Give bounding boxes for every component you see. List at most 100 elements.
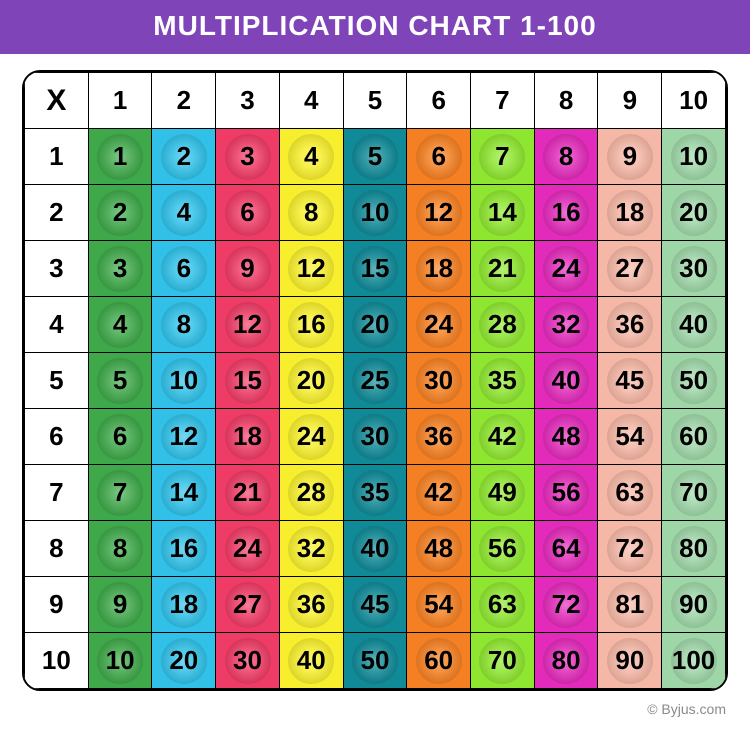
cell-1-5: 5 bbox=[343, 129, 407, 185]
table-row: 99182736455463728190 bbox=[25, 577, 726, 633]
row-header-4: 4 bbox=[25, 297, 89, 353]
cell-8-2: 16 bbox=[152, 521, 216, 577]
cell-9-3: 27 bbox=[216, 577, 280, 633]
cell-7-8: 56 bbox=[534, 465, 598, 521]
cell-2-9: 18 bbox=[598, 185, 662, 241]
cell-6-8: 48 bbox=[534, 409, 598, 465]
title-banner: MULTIPLICATION CHART 1-100 bbox=[0, 0, 750, 54]
cell-1-9: 9 bbox=[598, 129, 662, 185]
cell-10-8: 80 bbox=[534, 633, 598, 689]
cell-1-3: 3 bbox=[216, 129, 280, 185]
cell-8-8: 64 bbox=[534, 521, 598, 577]
cell-3-8: 24 bbox=[534, 241, 598, 297]
cell-3-9: 27 bbox=[598, 241, 662, 297]
cell-9-1: 9 bbox=[88, 577, 152, 633]
cell-7-6: 42 bbox=[407, 465, 471, 521]
row-header-6: 6 bbox=[25, 409, 89, 465]
header-row: X12345678910 bbox=[25, 73, 726, 129]
cell-2-3: 6 bbox=[216, 185, 280, 241]
row-header-5: 5 bbox=[25, 353, 89, 409]
table-row: 77142128354249566370 bbox=[25, 465, 726, 521]
col-header-1: 1 bbox=[88, 73, 152, 129]
cell-4-6: 24 bbox=[407, 297, 471, 353]
cell-9-8: 72 bbox=[534, 577, 598, 633]
row-header-3: 3 bbox=[25, 241, 89, 297]
cell-1-10: 10 bbox=[662, 129, 726, 185]
col-header-6: 6 bbox=[407, 73, 471, 129]
cell-3-5: 15 bbox=[343, 241, 407, 297]
cell-5-3: 15 bbox=[216, 353, 280, 409]
table-row: 4481216202428323640 bbox=[25, 297, 726, 353]
table-row: 336912151821242730 bbox=[25, 241, 726, 297]
cell-3-1: 3 bbox=[88, 241, 152, 297]
cell-5-8: 40 bbox=[534, 353, 598, 409]
col-header-7: 7 bbox=[471, 73, 535, 129]
cell-3-4: 12 bbox=[279, 241, 343, 297]
cell-2-4: 8 bbox=[279, 185, 343, 241]
cell-5-4: 20 bbox=[279, 353, 343, 409]
cell-4-2: 8 bbox=[152, 297, 216, 353]
cell-4-3: 12 bbox=[216, 297, 280, 353]
footer-text: © Byjus.com bbox=[647, 701, 726, 717]
cell-1-2: 2 bbox=[152, 129, 216, 185]
cell-5-9: 45 bbox=[598, 353, 662, 409]
cell-8-9: 72 bbox=[598, 521, 662, 577]
cell-6-5: 30 bbox=[343, 409, 407, 465]
cell-5-5: 25 bbox=[343, 353, 407, 409]
cell-8-4: 32 bbox=[279, 521, 343, 577]
cell-7-4: 28 bbox=[279, 465, 343, 521]
cell-1-6: 6 bbox=[407, 129, 471, 185]
cell-3-3: 9 bbox=[216, 241, 280, 297]
table-row: 55101520253035404550 bbox=[25, 353, 726, 409]
cell-4-10: 40 bbox=[662, 297, 726, 353]
cell-3-10: 30 bbox=[662, 241, 726, 297]
cell-6-4: 24 bbox=[279, 409, 343, 465]
cell-10-6: 60 bbox=[407, 633, 471, 689]
col-header-9: 9 bbox=[598, 73, 662, 129]
cell-10-2: 20 bbox=[152, 633, 216, 689]
cell-3-2: 6 bbox=[152, 241, 216, 297]
cell-10-4: 40 bbox=[279, 633, 343, 689]
cell-9-5: 45 bbox=[343, 577, 407, 633]
row-header-10: 10 bbox=[25, 633, 89, 689]
cell-5-7: 35 bbox=[471, 353, 535, 409]
cell-7-1: 7 bbox=[88, 465, 152, 521]
title-text: MULTIPLICATION CHART 1-100 bbox=[153, 10, 596, 41]
cell-6-1: 6 bbox=[88, 409, 152, 465]
cell-10-10: 100 bbox=[662, 633, 726, 689]
cell-5-2: 10 bbox=[152, 353, 216, 409]
footer: © Byjus.com bbox=[0, 691, 750, 731]
cell-2-10: 20 bbox=[662, 185, 726, 241]
cell-6-6: 36 bbox=[407, 409, 471, 465]
cell-6-7: 42 bbox=[471, 409, 535, 465]
chart-card: X123456789101123456789102246810121416182… bbox=[22, 70, 728, 691]
col-header-8: 8 bbox=[534, 73, 598, 129]
cell-4-5: 20 bbox=[343, 297, 407, 353]
cell-4-1: 4 bbox=[88, 297, 152, 353]
col-header-2: 2 bbox=[152, 73, 216, 129]
cell-10-9: 90 bbox=[598, 633, 662, 689]
row-header-7: 7 bbox=[25, 465, 89, 521]
col-header-10: 10 bbox=[662, 73, 726, 129]
row-header-8: 8 bbox=[25, 521, 89, 577]
cell-8-10: 80 bbox=[662, 521, 726, 577]
cell-1-4: 4 bbox=[279, 129, 343, 185]
cell-7-2: 14 bbox=[152, 465, 216, 521]
cell-10-1: 10 bbox=[88, 633, 152, 689]
cell-4-7: 28 bbox=[471, 297, 535, 353]
cell-7-7: 49 bbox=[471, 465, 535, 521]
cell-10-3: 30 bbox=[216, 633, 280, 689]
multiplication-table: X123456789101123456789102246810121416182… bbox=[24, 72, 726, 689]
cell-2-5: 10 bbox=[343, 185, 407, 241]
cell-4-4: 16 bbox=[279, 297, 343, 353]
cell-5-6: 30 bbox=[407, 353, 471, 409]
cell-1-1: 1 bbox=[88, 129, 152, 185]
cell-1-7: 7 bbox=[471, 129, 535, 185]
row-header-2: 2 bbox=[25, 185, 89, 241]
cell-9-9: 81 bbox=[598, 577, 662, 633]
cell-3-7: 21 bbox=[471, 241, 535, 297]
cell-8-7: 56 bbox=[471, 521, 535, 577]
cell-8-1: 8 bbox=[88, 521, 152, 577]
col-header-4: 4 bbox=[279, 73, 343, 129]
col-header-5: 5 bbox=[343, 73, 407, 129]
